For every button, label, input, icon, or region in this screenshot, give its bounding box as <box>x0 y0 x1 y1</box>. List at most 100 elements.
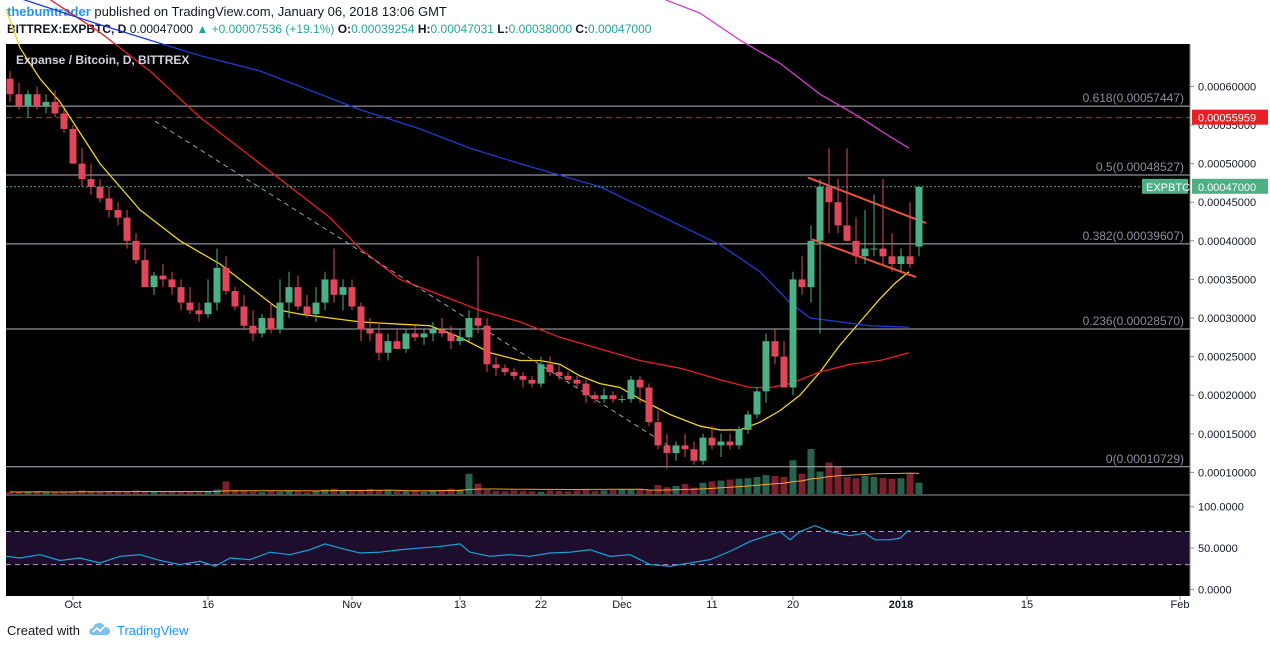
volume-bar <box>150 491 158 494</box>
candle-up <box>321 279 329 303</box>
volume-bar <box>546 490 554 494</box>
candle-down <box>483 325 491 365</box>
candle-down <box>186 302 194 311</box>
time-tick-label: 15 <box>1021 599 1033 611</box>
volume-bar <box>690 487 698 494</box>
volume-bar <box>789 460 797 494</box>
candle-down <box>636 379 644 388</box>
candle-down <box>546 364 554 373</box>
price-tick-label: 0.00015000 <box>1198 429 1256 441</box>
price-tick-label: 0.00025000 <box>1198 352 1256 364</box>
price-tick-label: 0.00035000 <box>1198 274 1256 286</box>
candle-up <box>897 256 905 264</box>
symbol-badge <box>1142 178 1188 194</box>
candle-down <box>573 379 581 384</box>
volume-bar <box>6 491 14 494</box>
volume-bar <box>357 489 365 494</box>
candle-down <box>474 318 482 326</box>
volume-bar <box>420 491 428 494</box>
candle-down <box>411 333 419 338</box>
volume-bar <box>645 489 653 494</box>
rsi-tick-label: 100.0000 <box>1198 502 1244 514</box>
candle-up <box>384 341 392 353</box>
volume-bar <box>393 490 401 494</box>
candle-down <box>591 395 599 400</box>
candle-down <box>132 240 140 261</box>
price-tick-label: 0.00060000 <box>1198 81 1256 93</box>
volume-bar <box>384 489 392 494</box>
candle-down <box>6 78 14 95</box>
resistance-price-label: 0.00055959 <box>1198 113 1256 125</box>
candle-down <box>708 437 716 446</box>
open-label: O: <box>337 22 352 36</box>
moving-average-line <box>664 0 910 149</box>
chart-area[interactable] <box>6 44 1190 612</box>
volume-bar <box>807 449 815 494</box>
volume-bar <box>177 491 185 494</box>
candle-up <box>870 248 878 250</box>
volume-bar <box>708 481 716 494</box>
candle-down <box>303 306 311 315</box>
channel-upper-line <box>807 176 927 225</box>
candle-down <box>663 445 671 454</box>
volume-bar <box>492 490 500 494</box>
volume-bar <box>771 476 779 494</box>
volume-bar <box>303 492 311 494</box>
volume-bar <box>897 478 905 494</box>
volume-bar <box>825 462 833 494</box>
candle-up <box>816 186 824 241</box>
last-price: 0.00047000 <box>129 22 194 36</box>
candle-down <box>294 287 302 307</box>
tradingview-link[interactable]: TradingView <box>117 623 189 638</box>
symbol-badge-label: EXPBTC <box>1146 182 1190 194</box>
candle-up <box>465 318 473 338</box>
volume-bar <box>348 491 356 494</box>
rsi-pane <box>5 525 1190 567</box>
volume-bar <box>195 492 203 494</box>
candle-down <box>825 186 833 203</box>
volume-bar <box>879 477 887 494</box>
price-tick-label: 0.00045000 <box>1198 197 1256 209</box>
candle-up <box>258 318 266 334</box>
volume-bar <box>870 476 878 494</box>
volume-bar <box>159 492 167 494</box>
candle-up <box>429 329 437 334</box>
fib-level-label: 0(0.00010729) <box>1106 452 1184 466</box>
candle-down <box>15 94 23 106</box>
price-tick-label: 0.00030000 <box>1198 313 1256 325</box>
volume-bar <box>411 490 419 494</box>
resistance-price-badge <box>1192 109 1268 125</box>
candle-down <box>60 113 68 129</box>
candle-up <box>789 279 797 388</box>
chart-title: Expanse / Bitcoin, D, BITTREX <box>16 53 190 67</box>
time-tick-label: 22 <box>535 599 547 611</box>
candle-down <box>447 333 455 342</box>
candle-down <box>555 372 563 376</box>
candle-down <box>690 449 698 461</box>
candle-down <box>510 372 518 376</box>
volume-bar <box>816 471 824 494</box>
candle-up <box>276 302 284 330</box>
candle-down <box>78 163 86 180</box>
candle-up <box>537 364 545 384</box>
volume-bar <box>249 491 257 494</box>
candle-down <box>123 217 131 241</box>
volume-bar <box>906 473 914 494</box>
candle-up <box>753 391 761 415</box>
candle-down <box>654 422 662 446</box>
time-tick-label: 20 <box>787 599 799 611</box>
volume-bar <box>582 489 590 494</box>
candle-down <box>771 341 779 357</box>
volume-bar <box>87 491 95 494</box>
candle-down <box>249 325 257 334</box>
time-tick-label: Dec <box>612 599 632 611</box>
candle-up <box>627 379 635 400</box>
price-tick-label: 0.00040000 <box>1198 236 1256 248</box>
volume-bar <box>843 476 851 494</box>
candle-down <box>168 279 176 288</box>
volume-bar <box>519 490 527 494</box>
tradingview-cloud-icon[interactable] <box>87 619 113 637</box>
volume-bar <box>447 488 455 494</box>
volume-bar <box>573 490 581 494</box>
